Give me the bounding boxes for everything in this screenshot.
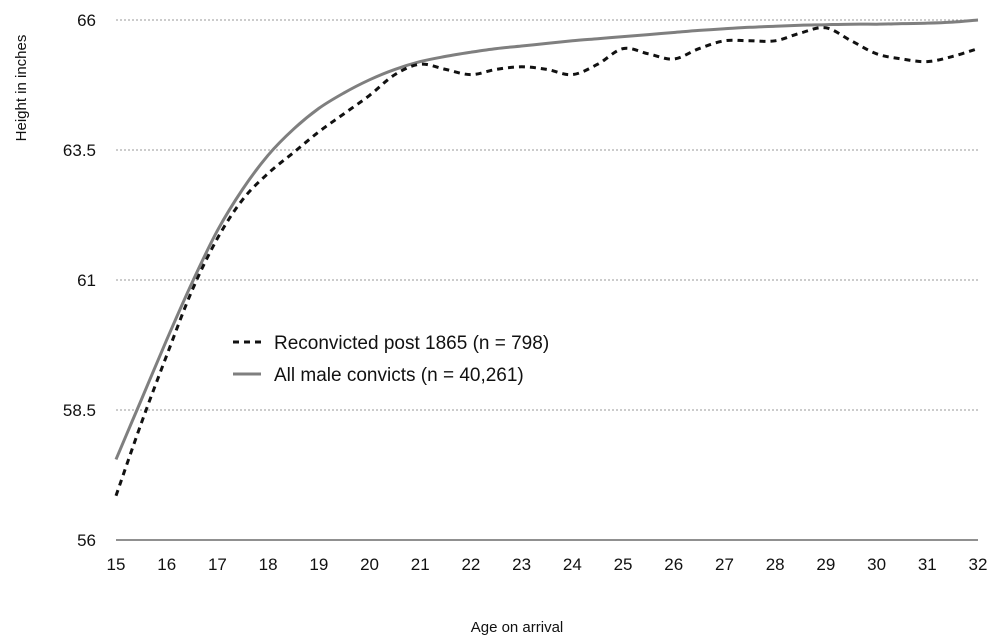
x-tick-label: 22: [461, 555, 480, 574]
x-tick-label: 15: [107, 555, 126, 574]
y-tick-label: 58.5: [63, 401, 96, 420]
x-tick-label: 16: [157, 555, 176, 574]
x-tick-label: 18: [259, 555, 278, 574]
x-tick-label: 26: [664, 555, 683, 574]
y-axis-title: Height in inches: [13, 35, 30, 142]
x-axis-title: Age on arrival: [471, 619, 564, 636]
series-line-all-convicts: [114, 18, 979, 460]
legend-label-reconvicted: Reconvicted post 1865 (n = 798): [274, 333, 549, 354]
x-tick-label: 30: [867, 555, 886, 574]
x-tick-label: 19: [309, 555, 328, 574]
x-tick-label: 31: [918, 555, 937, 574]
x-tick-label: 32: [969, 555, 988, 574]
y-tick-label: 63.5: [63, 141, 96, 160]
x-tick-label: 27: [715, 555, 734, 574]
legend: Reconvicted post 1865 (n = 798) All male…: [233, 333, 549, 386]
x-tick-label: 25: [614, 555, 633, 574]
x-tick-label: 23: [512, 555, 531, 574]
legend-label-all-convicts: All male convicts (n = 40,261): [274, 365, 524, 386]
x-tick-label: 28: [766, 555, 785, 574]
x-tick-label: 21: [411, 555, 430, 574]
x-axis-ticks: 15 16 17 18 19 20 21 22 23 24 25 26 27 28 29 30 31 32: [107, 555, 988, 574]
x-tick-label: 29: [816, 555, 835, 574]
series-lines: [114, 18, 979, 497]
x-tick-label: 24: [563, 555, 582, 574]
x-tick-label: 17: [208, 555, 227, 574]
y-tick-label: 61: [77, 271, 96, 290]
x-tick-label: 20: [360, 555, 379, 574]
y-tick-label: 66: [77, 11, 96, 30]
series-line-reconvicted: [114, 26, 979, 497]
y-axis-ticks: 56 58.5 61 63.5 66: [63, 11, 96, 550]
y-tick-label: 56: [77, 531, 96, 550]
